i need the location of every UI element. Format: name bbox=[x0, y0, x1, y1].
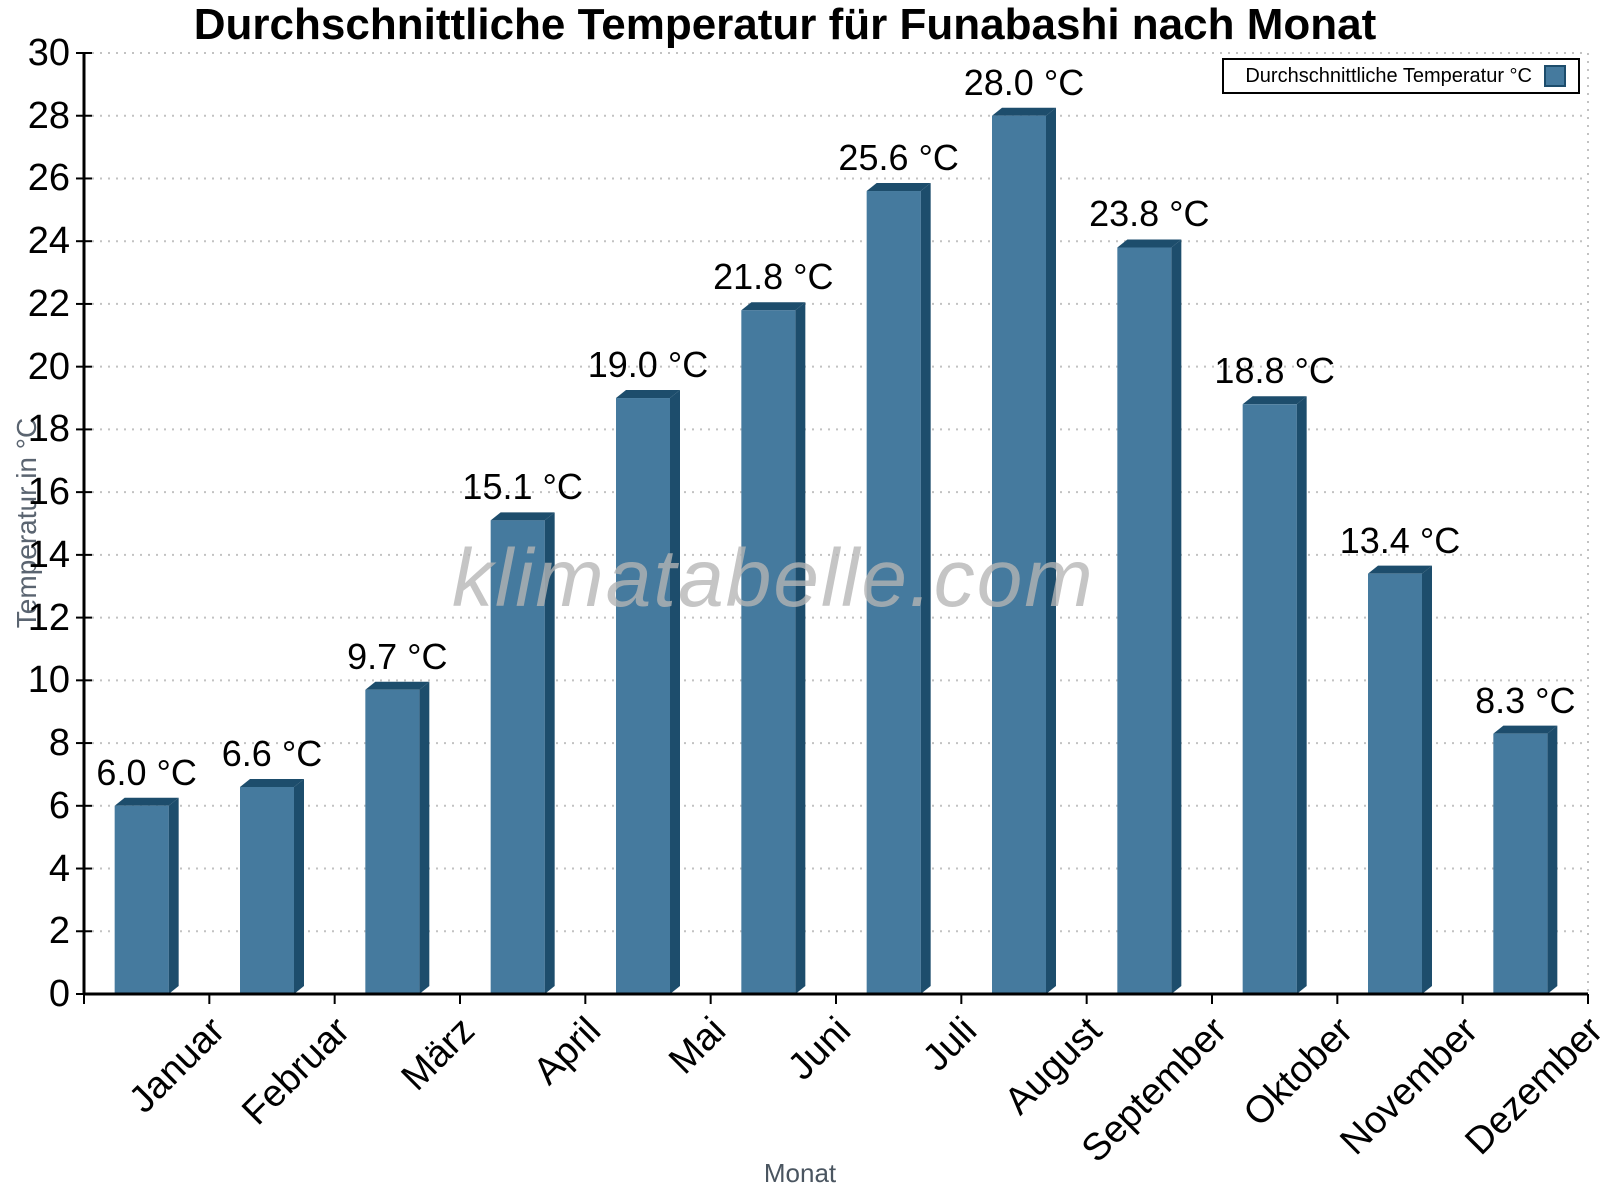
legend-swatch-icon bbox=[1544, 65, 1566, 87]
bar-top-face bbox=[1368, 565, 1432, 574]
bar-top-face bbox=[365, 681, 430, 690]
bar-value-label: 25.6 °C bbox=[838, 137, 959, 178]
y-tick-label: 8 bbox=[48, 722, 70, 765]
bar-top-face bbox=[114, 797, 179, 806]
bar-side-face bbox=[1046, 107, 1056, 994]
bar bbox=[1117, 247, 1172, 994]
y-tick-label: 22 bbox=[27, 282, 70, 325]
bar-value-label: 28.0 °C bbox=[963, 61, 1085, 103]
bar-side-face bbox=[795, 302, 806, 994]
bar-top-face bbox=[992, 107, 1056, 116]
y-tick-label: 18 bbox=[27, 408, 70, 451]
bar-side-face bbox=[544, 512, 555, 994]
y-tick-label: 2 bbox=[48, 910, 70, 953]
y-tick-label: 4 bbox=[48, 847, 70, 890]
y-tick-label: 28 bbox=[27, 94, 70, 137]
bar-top-face bbox=[741, 302, 806, 311]
bar-value-label: 9.7 °C bbox=[347, 635, 448, 677]
bar-top-face bbox=[240, 778, 304, 787]
bar bbox=[490, 520, 545, 994]
bar-top-face bbox=[866, 183, 931, 192]
bar-side-face bbox=[670, 390, 680, 994]
bar-side-face bbox=[419, 681, 430, 994]
y-tick-label: 14 bbox=[27, 533, 70, 576]
y-tick-label: 24 bbox=[27, 220, 70, 263]
bar-value-label: 6.6 °C bbox=[221, 732, 323, 774]
bar bbox=[1242, 404, 1297, 995]
bar bbox=[616, 398, 670, 994]
bar bbox=[992, 115, 1046, 994]
legend-label: Durchschnittliche Temperatur °C bbox=[1245, 64, 1532, 87]
bar-value-label: 21.8 °C bbox=[713, 256, 834, 298]
bar-value-label: 23.8 °C bbox=[1089, 193, 1210, 235]
bar-value-label: 13.4 °C bbox=[1339, 519, 1461, 561]
bar-value-label: 19.0 °C bbox=[587, 344, 709, 386]
bar bbox=[240, 786, 294, 994]
y-tick-label: 30 bbox=[27, 32, 70, 74]
y-tick-label: 6 bbox=[48, 784, 70, 827]
bar bbox=[741, 310, 796, 994]
bar-top-face bbox=[1242, 396, 1307, 405]
y-tick-label: 16 bbox=[27, 471, 70, 514]
bar-side-face bbox=[1296, 396, 1307, 995]
bar bbox=[114, 805, 169, 994]
y-tick-label: 26 bbox=[27, 157, 70, 200]
legend: Durchschnittliche Temperatur °C bbox=[1222, 58, 1580, 94]
bar-value-label: 15.1 °C bbox=[462, 466, 583, 508]
bar-side-face bbox=[1547, 725, 1558, 994]
y-tick-label: 12 bbox=[27, 596, 70, 639]
bar bbox=[365, 689, 420, 994]
bar-side-face bbox=[168, 797, 179, 994]
bar-side-face bbox=[1422, 565, 1432, 994]
bar-top-face bbox=[1117, 239, 1182, 248]
bar-side-face bbox=[294, 778, 304, 994]
y-tick-label: 20 bbox=[27, 345, 70, 388]
watermark: klimatabelle.com bbox=[452, 533, 1095, 624]
bar-top-face bbox=[616, 390, 680, 399]
bar-value-label: 6.0 °C bbox=[96, 751, 197, 793]
bar-top-face bbox=[490, 512, 555, 521]
bar bbox=[1493, 733, 1548, 994]
bar-top-face bbox=[1493, 725, 1558, 734]
bar-side-face bbox=[1171, 239, 1182, 994]
y-tick-label: 0 bbox=[48, 973, 70, 1015]
y-tick-label: 10 bbox=[27, 659, 70, 702]
bar-side-face bbox=[920, 183, 931, 995]
bar bbox=[866, 191, 921, 995]
bar-value-label: 18.8 °C bbox=[1214, 350, 1335, 392]
chart-title: Durchschnittliche Temperatur für Funabas… bbox=[193, 0, 1377, 49]
x-axis-title: Monat bbox=[763, 1158, 837, 1188]
bar bbox=[1368, 573, 1422, 994]
bar-value-label: 8.3 °C bbox=[1475, 679, 1576, 721]
